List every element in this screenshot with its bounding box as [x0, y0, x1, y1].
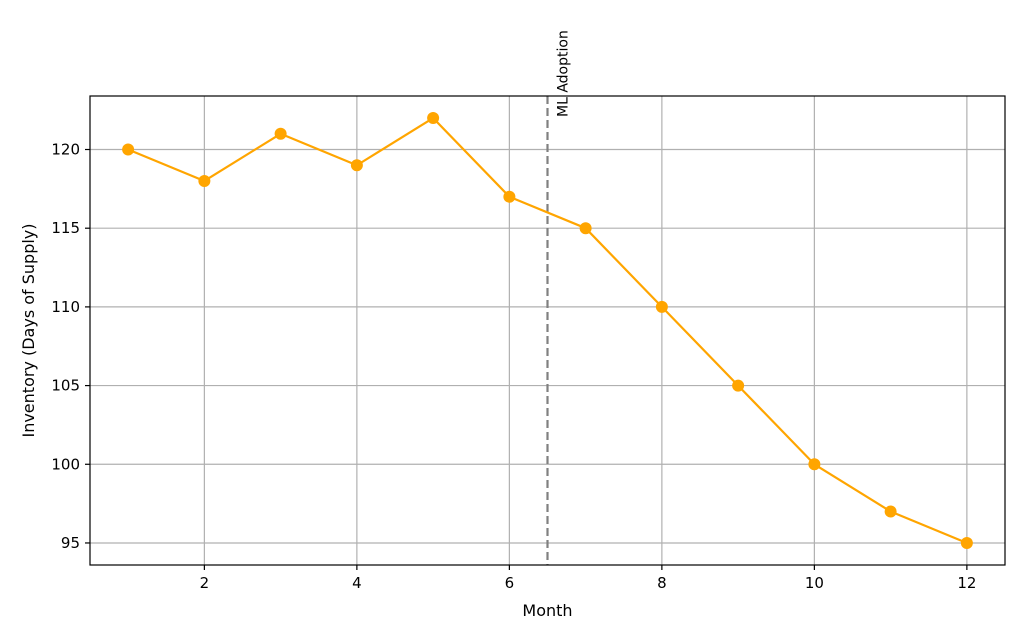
x-tick-label: 6 [505, 574, 515, 592]
ticks: 2 4 6 8 10 12 95 100 105 110 115 120 [51, 141, 976, 592]
x-axis-label: Month [522, 601, 572, 620]
data-point [427, 112, 440, 125]
series [122, 112, 973, 549]
data-point [884, 505, 897, 518]
plot-frame [89, 95, 1006, 566]
y-tick-label: 95 [61, 534, 80, 552]
x-tick-label: 10 [805, 574, 824, 592]
data-point [579, 222, 592, 235]
data-point [808, 458, 821, 471]
x-tick-label: 12 [957, 574, 976, 592]
series-line [127, 116, 968, 544]
data-point [960, 536, 973, 549]
data-point [732, 379, 745, 392]
data-point [122, 143, 135, 156]
data-point [350, 159, 363, 172]
y-tick-label: 110 [51, 298, 80, 316]
x-tick-label: 4 [352, 574, 362, 592]
data-point [198, 174, 211, 187]
y-axis-label: Inventory (Days of Supply) [19, 223, 38, 437]
x-tick-label: 2 [200, 574, 210, 592]
annotations: ML Adoption [546, 30, 572, 565]
y-tick-label: 115 [51, 219, 80, 237]
y-tick-label: 120 [51, 141, 80, 159]
data-point [274, 127, 287, 140]
data-point [503, 190, 516, 203]
x-tick-label: 8 [657, 574, 667, 592]
ml-adoption-label: ML Adoption [556, 30, 572, 117]
y-tick-label: 100 [51, 455, 80, 473]
y-tick-label: 105 [51, 377, 80, 395]
data-point [655, 300, 668, 313]
